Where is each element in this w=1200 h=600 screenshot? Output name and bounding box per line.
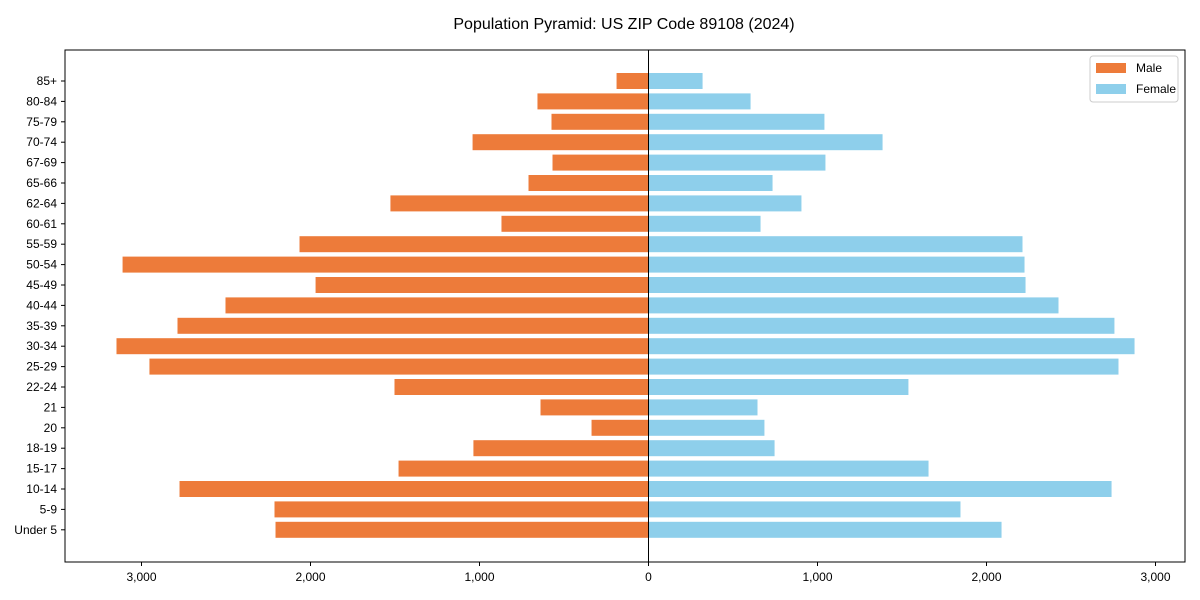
x-tick-label: 3,000 [126, 570, 156, 584]
bar-male-80-84 [537, 93, 649, 110]
bar-female-21 [648, 399, 758, 416]
bar-male-50-54 [122, 256, 649, 273]
y-tick-label: 60-61 [26, 217, 57, 231]
bar-male-15-17 [398, 460, 649, 477]
y-tick-label: 50-54 [26, 258, 57, 272]
bar-female-85+ [648, 73, 703, 89]
x-tick-label: 1,000 [802, 570, 832, 584]
bar-female-22-24 [648, 379, 909, 395]
y-tick-label: 70-74 [26, 135, 57, 149]
x-tick-label: 2,000 [295, 570, 325, 584]
y-tick-label: 40-44 [26, 298, 57, 312]
bar-female-45-49 [648, 277, 1026, 293]
bar-male-67-69 [552, 154, 649, 171]
legend-label-female: Female [1136, 82, 1176, 96]
y-tick-label: 67-69 [26, 156, 57, 170]
bar-female-75-79 [648, 113, 825, 130]
bar-female-20 [648, 419, 765, 436]
bar-male-75-79 [551, 113, 649, 130]
bar-male-60-61 [501, 215, 649, 232]
chart-title: Population Pyramid: US ZIP Code 89108 (2… [453, 16, 794, 33]
bar-female-30-34 [648, 338, 1135, 355]
bar-female-62-64 [648, 195, 802, 212]
bar-female-Under 5 [648, 521, 1002, 538]
x-tick-label: 2,000 [971, 570, 1001, 584]
x-tick-label: 3,000 [1140, 570, 1170, 584]
y-tick-label: 10-14 [26, 482, 57, 496]
bar-male-10-14 [179, 481, 649, 497]
bar-male-Under 5 [275, 521, 649, 538]
y-tick-label: 15-17 [26, 462, 57, 476]
bar-female-40-44 [648, 297, 1059, 314]
legend-swatch-male [1096, 63, 1126, 73]
bar-male-70-74 [472, 134, 649, 151]
x-tick-label: 1,000 [464, 570, 494, 584]
bar-female-50-54 [648, 256, 1025, 273]
legend-label-male: Male [1136, 61, 1162, 75]
bar-female-70-74 [648, 134, 883, 151]
bar-male-62-64 [390, 195, 649, 212]
y-tick-label: 45-49 [26, 278, 57, 292]
bar-female-10-14 [648, 481, 1112, 497]
y-tick-label: 35-39 [26, 319, 57, 333]
bar-female-60-61 [648, 215, 761, 232]
bar-female-65-66 [648, 175, 773, 191]
plot-frame [64, 49, 1186, 563]
y-tick-label: 62-64 [26, 196, 57, 210]
bar-male-55-59 [299, 236, 649, 253]
bar-female-67-69 [648, 154, 826, 171]
bar-female-80-84 [648, 93, 751, 110]
y-tick-label: 25-29 [26, 360, 57, 374]
y-tick-label: 21 [44, 400, 58, 414]
bar-female-55-59 [648, 236, 1023, 253]
bar-male-21 [540, 399, 649, 416]
y-tick-label: 80-84 [26, 94, 57, 108]
y-tick-label: 5-9 [40, 502, 58, 516]
y-tick-label: 75-79 [26, 115, 57, 129]
y-tick-label: 85+ [37, 74, 57, 88]
y-tick-label: 22-24 [26, 380, 57, 394]
bar-male-25-29 [149, 358, 649, 375]
bar-male-65-66 [528, 175, 649, 191]
bar-male-22-24 [394, 379, 649, 395]
y-tick-label: 20 [44, 421, 58, 435]
y-tick-label: Under 5 [14, 523, 57, 537]
bar-male-45-49 [315, 277, 649, 293]
y-tick-label: 65-66 [26, 176, 57, 190]
bar-female-5-9 [648, 501, 961, 518]
bar-female-18-19 [648, 440, 775, 457]
bar-male-40-44 [225, 297, 649, 314]
y-tick-label: 55-59 [26, 237, 57, 251]
bar-male-35-39 [177, 317, 649, 334]
bar-male-20 [591, 419, 649, 436]
bar-female-35-39 [648, 317, 1115, 334]
bar-male-18-19 [473, 440, 649, 457]
bar-female-15-17 [648, 460, 929, 477]
bar-male-30-34 [116, 338, 649, 355]
bar-male-85+ [616, 73, 649, 89]
x-tick-label: 0 [645, 570, 652, 584]
bar-female-25-29 [648, 358, 1119, 375]
y-tick-label: 30-34 [26, 339, 57, 353]
legend-swatch-female [1096, 84, 1126, 94]
bar-male-5-9 [274, 501, 649, 518]
y-tick-label: 18-19 [26, 441, 57, 455]
legend: Male Female [1089, 55, 1179, 103]
